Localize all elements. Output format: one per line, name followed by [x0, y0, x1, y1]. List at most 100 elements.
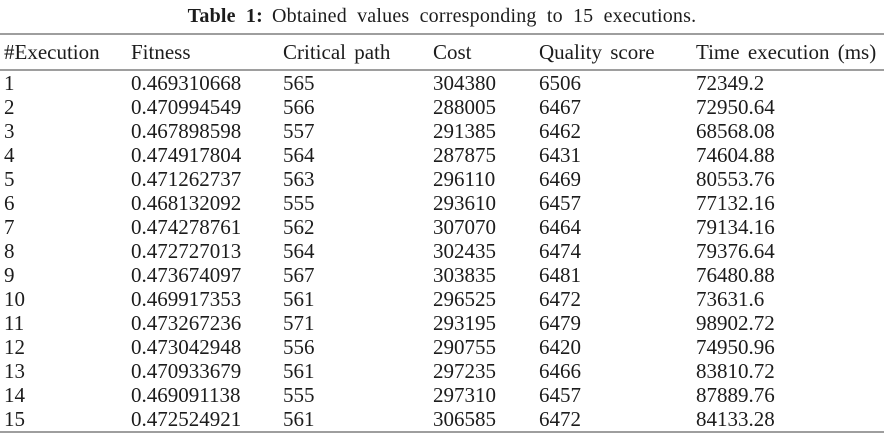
- table-cell: 566: [283, 95, 315, 119]
- table-cell: 12: [4, 335, 25, 359]
- table-cell: 555: [283, 191, 315, 215]
- table-cell: 296525: [433, 287, 496, 311]
- column-header: Fitness: [131, 39, 191, 64]
- table-cell: 561: [283, 287, 315, 311]
- table-cell: 0.474917804: [131, 143, 242, 167]
- table-cell: 9: [4, 263, 15, 287]
- table-cell: 6466: [539, 359, 581, 383]
- table-cell: 293195: [433, 311, 496, 335]
- table-row: 9 0.473674097 567 303835 6481 76480.88: [0, 263, 884, 287]
- table-cell: 562: [283, 215, 315, 239]
- table-cell: 6506: [539, 71, 581, 95]
- table-cell: 0.467898598: [131, 119, 242, 143]
- table-cell: 83810.72: [696, 359, 775, 383]
- table-cell: 13: [4, 359, 25, 383]
- table-cell: 288005: [433, 95, 496, 119]
- table-cell: 561: [283, 359, 315, 383]
- column-header: #Execution: [4, 39, 100, 64]
- table-row: 14 0.469091138 555 297310 6457 87889.76: [0, 383, 884, 407]
- table-caption: Table 1: Obtained values corresponding t…: [0, 0, 884, 33]
- table-cell: 287875: [433, 143, 496, 167]
- table-cell: 296110: [433, 167, 496, 191]
- table-row: 5 0.471262737 563 296110 6469 80553.76: [0, 167, 884, 191]
- table-cell: 0.472727013: [131, 239, 242, 263]
- table-cell: 15: [4, 407, 25, 431]
- table-cell: 0.469917353: [131, 287, 242, 311]
- table-cell: 293610: [433, 191, 496, 215]
- table-cell: 302435: [433, 239, 496, 263]
- table-cell: 306585: [433, 407, 496, 431]
- table-cell: 565: [283, 71, 315, 95]
- table-cell: 6479: [539, 311, 581, 335]
- table-cell: 571: [283, 311, 315, 335]
- table-row: 12 0.473042948 556 290755 6420 74950.96: [0, 335, 884, 359]
- table-cell: 68568.08: [696, 119, 775, 143]
- table-cell: 72349.2: [696, 71, 765, 95]
- table-cell: 6472: [539, 407, 581, 431]
- table-cell: 80553.76: [696, 167, 775, 191]
- table-cell: 76480.88: [696, 263, 775, 287]
- column-header: Critical path: [283, 39, 391, 64]
- table-cell: 7: [4, 215, 15, 239]
- table-cell: 0.473042948: [131, 335, 242, 359]
- table-cell: 0.472524921: [131, 407, 242, 431]
- table-cell: 563: [283, 167, 315, 191]
- table-row: 3 0.467898598 557 291385 6462 68568.08: [0, 119, 884, 143]
- column-header: Cost: [433, 39, 472, 64]
- table-cell: 307070: [433, 215, 496, 239]
- table-cell: 303835: [433, 263, 496, 287]
- table-cell: 77132.16: [696, 191, 775, 215]
- table-cell: 8: [4, 239, 15, 263]
- table-cell: 6431: [539, 143, 581, 167]
- table-cell: 6472: [539, 287, 581, 311]
- table-cell: 84133.28: [696, 407, 775, 431]
- table-cell: 6457: [539, 191, 581, 215]
- results-table: #Execution Fitness Critical path Cost Qualit…: [0, 33, 884, 433]
- table-row: 7 0.474278761 562 307070 6464 79134.16: [0, 215, 884, 239]
- table-cell: 304380: [433, 71, 496, 95]
- table-caption-label: Table 1:: [187, 5, 263, 27]
- table-cell: 561: [283, 407, 315, 431]
- table-cell: 6481: [539, 263, 581, 287]
- table-cell: 557: [283, 119, 315, 143]
- table-cell: 0.473674097: [131, 263, 242, 287]
- table-cell: 297310: [433, 383, 496, 407]
- table-cell: 290755: [433, 335, 496, 359]
- table-cell: 0.470933679: [131, 359, 242, 383]
- column-header: Time execution (ms): [696, 39, 877, 64]
- table-row: 10 0.469917353 561 296525 6472 73631.6: [0, 287, 884, 311]
- table-cell: 556: [283, 335, 315, 359]
- table-cell: 0.469091138: [131, 383, 241, 407]
- table-cell: 10: [4, 287, 25, 311]
- table-row: 15 0.472524921 561 306585 6472 84133.28: [0, 407, 884, 432]
- table-cell: 0.473267236: [131, 311, 242, 335]
- table-row: 4 0.474917804 564 287875 6431 74604.88: [0, 143, 884, 167]
- table-cell: 0.468132092: [131, 191, 242, 215]
- table-cell: 6469: [539, 167, 581, 191]
- table-cell: 564: [283, 143, 315, 167]
- table-cell: 74950.96: [696, 335, 775, 359]
- table-cell: 6462: [539, 119, 581, 143]
- table-cell: 87889.76: [696, 383, 775, 407]
- table-cell: 6457: [539, 383, 581, 407]
- header-row: #Execution Fitness Critical path Cost Qualit…: [0, 34, 884, 70]
- table-body: 1 0.469310668 565 304380 6506 72349.2 2 0.47099…: [0, 70, 884, 432]
- table-cell: 567: [283, 263, 315, 287]
- column-header: Quality score: [539, 39, 655, 64]
- table-cell: 555: [283, 383, 315, 407]
- table-cell: 6: [4, 191, 15, 215]
- table-cell: 74604.88: [696, 143, 775, 167]
- table-cell: 72950.64: [696, 95, 775, 119]
- table-cell: 564: [283, 239, 315, 263]
- table-cell: 11: [4, 311, 25, 335]
- table-cell: 6474: [539, 239, 581, 263]
- table-row: 13 0.470933679 561 297235 6466 83810.72: [0, 359, 884, 383]
- table-row: 8 0.472727013 564 302435 6474 79376.64: [0, 239, 884, 263]
- table-row: 11 0.473267236 571 293195 6479 98902.72: [0, 311, 884, 335]
- table-cell: 79134.16: [696, 215, 775, 239]
- table-cell: 0.471262737: [131, 167, 242, 191]
- table-cell: 0.470994549: [131, 95, 242, 119]
- table-cell: 3: [4, 119, 15, 143]
- table-cell: 5: [4, 167, 15, 191]
- table-row: 6 0.468132092 555 293610 6457 77132.16: [0, 191, 884, 215]
